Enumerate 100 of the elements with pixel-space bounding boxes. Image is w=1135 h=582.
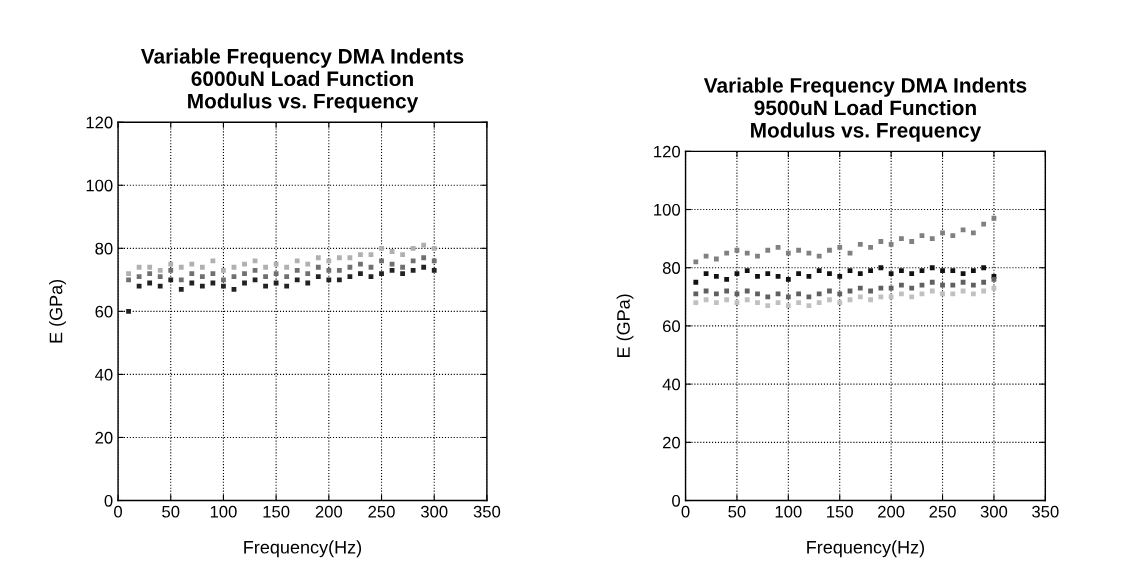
point xyxy=(981,279,987,285)
point xyxy=(724,297,730,303)
x-tick-label: 0 xyxy=(681,505,690,518)
point xyxy=(827,271,832,276)
y-axis-title: E (GPa) xyxy=(49,279,66,343)
point xyxy=(168,267,174,273)
point xyxy=(929,265,935,271)
point xyxy=(960,271,966,276)
point xyxy=(806,294,812,300)
point xyxy=(806,250,812,256)
x-tick-label: 50 xyxy=(162,505,180,518)
point xyxy=(410,245,416,251)
point xyxy=(326,267,332,273)
point xyxy=(693,259,699,265)
point xyxy=(431,245,437,251)
x-tick-label: 100 xyxy=(210,505,237,518)
point xyxy=(703,297,709,303)
x-tick-label: 150 xyxy=(827,505,853,518)
point xyxy=(744,268,750,274)
point xyxy=(358,252,363,258)
point xyxy=(960,227,966,233)
x-tick-label: 50 xyxy=(728,505,746,518)
point xyxy=(157,267,163,273)
point xyxy=(273,271,279,276)
point xyxy=(263,264,268,270)
point xyxy=(693,300,699,306)
point xyxy=(126,271,131,276)
point xyxy=(796,271,802,276)
point xyxy=(940,268,945,274)
point xyxy=(178,264,184,270)
x-tick-label: 350 xyxy=(1032,505,1059,518)
point xyxy=(294,267,300,273)
point xyxy=(909,294,915,300)
point xyxy=(336,255,342,261)
chart-title: Variable Frequency DMA Indents 9500uN Load Function Modulus vs. Frequency xyxy=(703,77,1027,142)
point xyxy=(410,267,416,273)
y-tick-label: 40 xyxy=(95,368,113,381)
point xyxy=(806,274,812,279)
point xyxy=(878,239,884,244)
point xyxy=(837,274,843,279)
point xyxy=(284,274,290,280)
x-axis-title: Frequency(Hz) xyxy=(244,540,362,558)
point xyxy=(347,274,353,280)
point xyxy=(899,268,904,274)
point xyxy=(178,277,184,283)
point xyxy=(199,264,205,270)
point xyxy=(336,267,342,273)
point xyxy=(336,277,342,283)
point xyxy=(888,294,894,300)
point xyxy=(950,233,956,239)
point xyxy=(970,230,976,236)
y-axis-title: E (GPa) xyxy=(616,294,634,358)
y-tick-label: 120 xyxy=(86,116,113,129)
x-tick-label: 300 xyxy=(980,505,1008,518)
point xyxy=(421,255,427,261)
y-tick-label: 0 xyxy=(672,494,681,507)
point xyxy=(929,236,935,242)
point xyxy=(126,308,131,314)
point xyxy=(178,286,184,292)
point xyxy=(221,267,226,273)
point xyxy=(744,297,750,303)
point xyxy=(693,279,699,285)
point xyxy=(970,268,976,274)
point xyxy=(899,236,904,242)
point xyxy=(326,277,332,283)
point xyxy=(147,264,153,270)
point xyxy=(157,274,163,280)
point xyxy=(765,294,771,300)
point xyxy=(315,255,321,261)
point xyxy=(157,283,163,289)
point xyxy=(189,271,195,276)
point xyxy=(816,268,822,274)
point xyxy=(744,250,750,256)
y-tick-label: 80 xyxy=(95,242,113,255)
point xyxy=(765,271,771,276)
point xyxy=(940,230,945,236)
y-tick-label: 40 xyxy=(662,378,681,391)
point xyxy=(421,264,427,270)
point xyxy=(221,277,226,283)
point xyxy=(713,300,719,306)
y-tick-label: 100 xyxy=(654,203,681,216)
y-tick-label: 20 xyxy=(662,436,681,449)
point xyxy=(929,279,935,285)
point xyxy=(400,252,406,258)
point xyxy=(765,303,771,308)
point xyxy=(315,274,321,280)
point xyxy=(347,255,353,261)
point xyxy=(263,283,268,289)
x-tick-label: 250 xyxy=(929,505,956,518)
point xyxy=(899,282,904,288)
point xyxy=(970,282,976,288)
point xyxy=(400,264,406,270)
point xyxy=(888,242,894,247)
point xyxy=(857,271,863,276)
point xyxy=(857,294,863,300)
point xyxy=(221,283,226,289)
x-tick-label: 200 xyxy=(878,505,905,518)
point xyxy=(284,264,290,270)
point xyxy=(796,247,802,253)
point xyxy=(379,245,384,251)
